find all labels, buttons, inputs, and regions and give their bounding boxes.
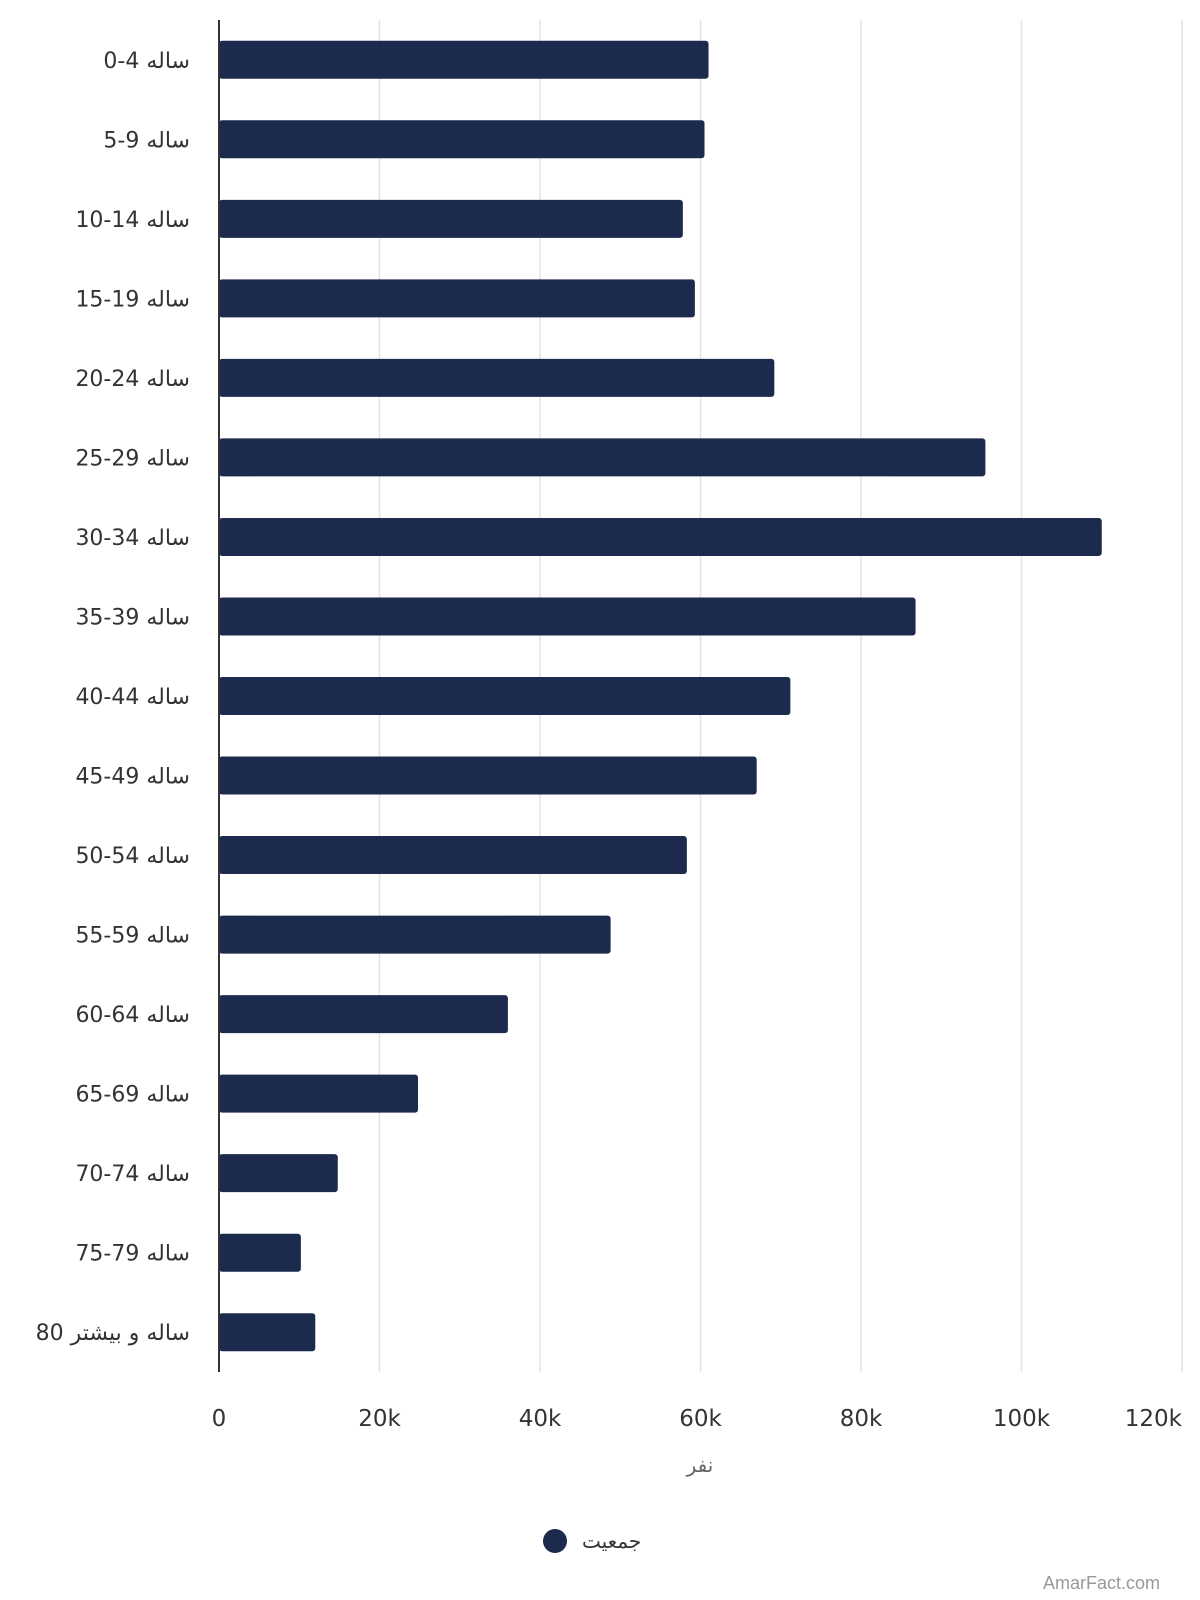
bar[interactable] <box>219 1074 419 1113</box>
bar[interactable] <box>219 995 508 1034</box>
x-tick-label: 120k <box>1125 1406 1183 1432</box>
category-label: 55-59 ساله <box>75 924 190 949</box>
category-label: 5-9 ساله <box>103 128 190 153</box>
category-label: 10-14 ساله <box>75 208 190 233</box>
category-label: 50-54 ساله <box>75 844 190 869</box>
bar[interactable] <box>219 836 687 875</box>
bar[interactable] <box>219 1313 316 1352</box>
x-tick-label: 80k <box>840 1406 883 1432</box>
category-label: 40-44 ساله <box>75 685 190 710</box>
category-label: 0-4 ساله <box>103 49 190 74</box>
bar[interactable] <box>219 1233 301 1272</box>
category-label: 25-29 ساله <box>75 446 190 471</box>
x-tick-label: 40k <box>519 1406 562 1432</box>
x-tick-label: 0 <box>212 1406 227 1432</box>
category-labels: 0-4 ساله 5-9 ساله 10-14 ساله 15-19 ساله 20-2… <box>36 49 190 1346</box>
category-label: 60-64 ساله <box>75 1003 190 1028</box>
bar[interactable] <box>219 756 757 795</box>
category-label: 20-24 ساله <box>75 367 190 392</box>
x-tick-label: 60k <box>679 1406 722 1432</box>
category-label: 45-49 ساله <box>75 765 190 790</box>
bars <box>219 40 1102 1352</box>
x-axis-title: نفر <box>686 1453 714 1477</box>
legend-marker-icon <box>543 1529 567 1553</box>
x-tick-label: 20k <box>358 1406 401 1432</box>
credit-text: AmarFact.com <box>1042 1573 1160 1593</box>
x-tick-labels: 0 20k 40k 60k 80k 100k 120k <box>212 1406 1183 1432</box>
bar[interactable] <box>219 517 1102 556</box>
bar[interactable] <box>219 438 986 477</box>
category-label: 35-39 ساله <box>75 605 190 630</box>
bar[interactable] <box>219 677 791 715</box>
bar[interactable] <box>219 40 709 79</box>
category-label: 15-19 ساله <box>75 287 190 312</box>
legend[interactable]: جمعیت <box>543 1529 641 1553</box>
bar[interactable] <box>219 358 775 397</box>
legend-label: جمعیت <box>582 1529 641 1553</box>
bar[interactable] <box>219 279 695 318</box>
bar[interactable] <box>219 199 683 238</box>
category-label: 75-79 ساله <box>75 1242 190 1267</box>
bar[interactable] <box>219 1154 338 1193</box>
bar[interactable] <box>219 597 916 636</box>
category-label: 30-34 ساله <box>75 526 190 551</box>
bar[interactable] <box>219 915 611 954</box>
category-label: 70-74 ساله <box>75 1162 190 1187</box>
x-tick-label: 100k <box>993 1406 1051 1432</box>
bar[interactable] <box>219 120 705 159</box>
category-label: 80 ساله و بیشتر <box>36 1321 190 1346</box>
category-label: 65-69 ساله <box>75 1083 190 1108</box>
